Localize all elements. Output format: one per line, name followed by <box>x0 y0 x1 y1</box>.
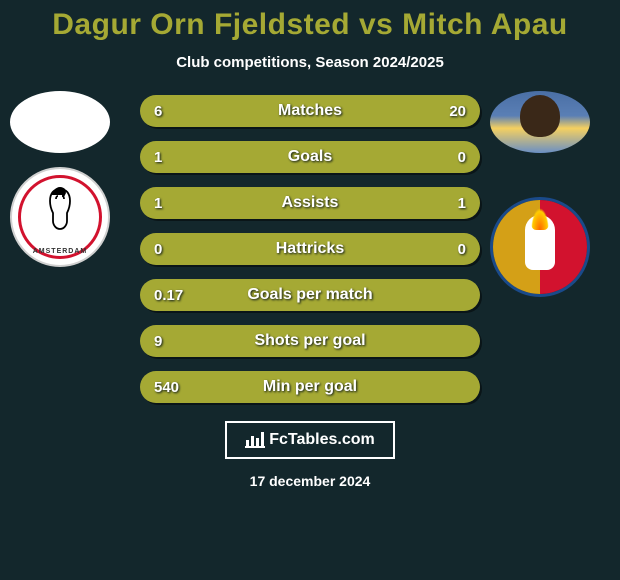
player-right-photo <box>490 91 590 153</box>
ajax-badge: AMSTERDAM <box>10 167 110 267</box>
stat-left-value: 0.17 <box>154 287 194 304</box>
player-head-shape <box>520 95 560 137</box>
stat-right-value: 1 <box>426 195 466 212</box>
ajax-head-icon <box>42 185 78 233</box>
page-title: Dagur Orn Fjeldsted vs Mitch Apau <box>0 8 620 42</box>
brand-logo: FcTables.com <box>225 421 395 459</box>
stat-rows: 6Matches20 1Goals0 1Assists1 0Hattricks0 0.1… <box>140 91 480 403</box>
chart-icon <box>245 432 265 448</box>
club-right-logo <box>490 197 590 297</box>
stat-left-value: 9 <box>154 333 194 350</box>
stat-row: 6Matches20 <box>140 95 480 127</box>
player-left-avatar <box>10 91 110 153</box>
telstar-badge <box>490 197 590 297</box>
stat-left-value: 540 <box>154 379 194 396</box>
stats-area: AMSTERDAM 6Matches20 1Goals0 1Assists1 0Hat… <box>0 91 620 403</box>
stat-right-value: 0 <box>426 149 466 166</box>
brand-text: FcTables.com <box>269 431 375 449</box>
stat-left-value: 0 <box>154 241 194 258</box>
ajax-label: AMSTERDAM <box>12 248 108 255</box>
stat-row: 1Assists1 <box>140 187 480 219</box>
club-left-logo: AMSTERDAM <box>10 167 110 267</box>
stat-row: 0.17Goals per match <box>140 279 480 311</box>
date-label: 17 december 2024 <box>0 473 620 489</box>
stat-row: 9Shots per goal <box>140 325 480 357</box>
telstar-flame-icon <box>531 208 549 230</box>
comparison-card: Dagur Orn Fjeldsted vs Mitch Apau Club c… <box>0 0 620 580</box>
stat-right-value: 20 <box>426 103 466 120</box>
subtitle: Club competitions, Season 2024/2025 <box>0 54 620 71</box>
stat-right-value: 0 <box>426 241 466 258</box>
stat-row: 1Goals0 <box>140 141 480 173</box>
stat-row: 540Min per goal <box>140 371 480 403</box>
stat-left-value: 1 <box>154 149 194 166</box>
stat-left-value: 6 <box>154 103 194 120</box>
player-right-avatar <box>490 91 590 153</box>
stat-left-value: 1 <box>154 195 194 212</box>
stat-row: 0Hattricks0 <box>140 233 480 265</box>
